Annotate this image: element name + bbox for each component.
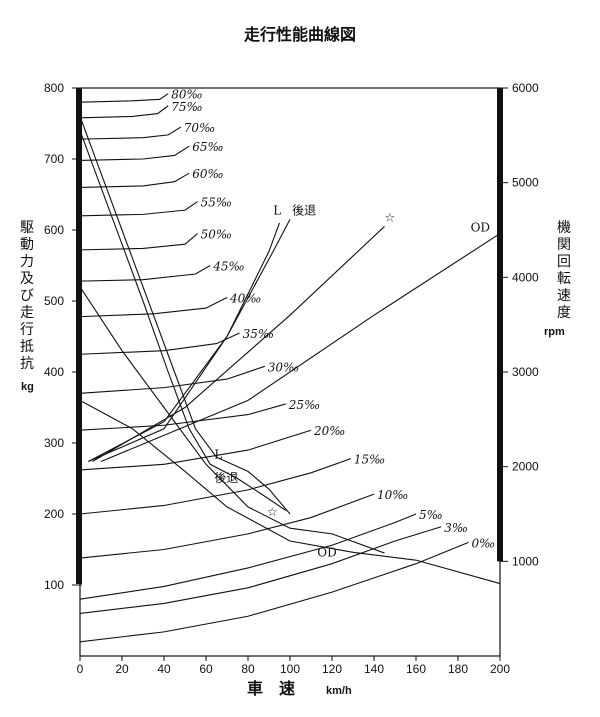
resistance-curve-label: 3‰ xyxy=(444,521,468,535)
y-right-tick-label: 4000 xyxy=(512,270,539,284)
left-axis-title: 駆動力及び走行抵抗 xyxy=(20,220,34,372)
left-axis-unit: kg xyxy=(21,381,34,393)
x-tick-label: 200 xyxy=(490,662,510,676)
tractive-effort-curve xyxy=(79,116,291,515)
tractive-effort-curve xyxy=(79,130,287,511)
engine-speed-line xyxy=(88,222,281,462)
engine-speed-line xyxy=(100,233,501,462)
resistance-curve-label: 35‰ xyxy=(243,327,274,341)
x-tick-label: 140 xyxy=(364,662,384,676)
resistance-curve xyxy=(79,201,198,217)
resistance-curve-label: 20‰ xyxy=(313,424,345,438)
y-left-tick-label: 200 xyxy=(44,507,64,521)
resistance-curve xyxy=(79,145,190,161)
x-axis-title: 車 速 xyxy=(247,679,295,698)
resistance-curve-label: 65‰ xyxy=(192,140,223,154)
resistance-curve-label: 10‰ xyxy=(377,488,408,502)
engine-speed-line xyxy=(92,226,385,462)
right-axis-label: 機関回転速度 rpm xyxy=(544,220,571,338)
resistance-curve xyxy=(79,332,240,355)
resistance-curve-label: 0‰ xyxy=(472,536,496,550)
resistance-curve-label: 60‰ xyxy=(192,167,223,181)
y-left-tick-label: 700 xyxy=(44,152,64,166)
x-tick-label: 0 xyxy=(77,662,84,676)
engine-line-label-star: ☆ xyxy=(385,210,396,224)
x-axis-unit: km/h xyxy=(326,685,352,697)
y-right-tick-label: 5000 xyxy=(512,176,539,190)
tractive-effort-curve xyxy=(79,399,501,585)
resistance-curve xyxy=(79,296,228,318)
right-axis-thick-bar xyxy=(497,88,503,562)
axes-group: 0 20 40 60 80 100 120 140 160 180 200 100 200 300 400 5… xyxy=(44,81,539,676)
resistance-curve xyxy=(79,458,352,515)
y-left-tick-label: 100 xyxy=(44,578,64,592)
tractive-label-reverse: 後退 xyxy=(214,471,238,485)
resistance-curve xyxy=(79,403,286,431)
resistance-curve xyxy=(79,526,442,614)
engine-line-label-l: L xyxy=(273,203,281,217)
resistance-curve-label: 30‰ xyxy=(268,360,299,374)
x-tick-label: 100 xyxy=(280,662,300,676)
engine-line-label-od: OD xyxy=(471,220,490,234)
tractive-label-star: ☆ xyxy=(267,505,278,519)
resistance-curve-label: 80‰ xyxy=(171,88,202,102)
x-tick-label: 180 xyxy=(448,662,468,676)
engine-speed-line xyxy=(88,219,291,462)
left-axis-label: 駆動力及び走行抵抗 kg xyxy=(20,220,34,393)
chart-title: 走行性能曲線図 xyxy=(243,25,356,44)
resistance-curve-label: 50‰ xyxy=(201,228,232,242)
resistance-curve xyxy=(79,93,169,103)
resistance-curve xyxy=(79,233,198,251)
resistance-curve xyxy=(79,513,417,600)
resistance-curve xyxy=(79,126,182,140)
resistance-curve xyxy=(79,493,375,559)
resistance-curve-label: 25‰ xyxy=(288,398,320,412)
resistance-curve xyxy=(79,105,169,119)
x-tick-label: 120 xyxy=(322,662,342,676)
resistance-curve-label: 15‰ xyxy=(354,453,385,467)
y-right-tick-label: 3000 xyxy=(512,365,539,379)
resistance-curve xyxy=(79,365,265,394)
engine-line-label-reverse: 後退 xyxy=(292,203,316,217)
left-axis-thick-bar xyxy=(76,88,82,584)
resistance-curve xyxy=(79,265,211,282)
right-axis-title: 機関回転速度 xyxy=(557,220,571,321)
resistance-curve-label: 75‰ xyxy=(171,100,202,114)
resistance-curve-label: 45‰ xyxy=(212,260,244,274)
y-left-tick-label: 400 xyxy=(44,365,64,379)
y-left-tick-label: 500 xyxy=(44,294,64,308)
x-tick-label: 60 xyxy=(199,662,213,676)
y-right-tick-label: 6000 xyxy=(512,81,539,95)
tractive-label-l: L xyxy=(214,448,222,462)
resistance-curve-label: 55‰ xyxy=(201,196,232,210)
x-tick-label: 40 xyxy=(157,662,171,676)
resistance-curve xyxy=(79,541,469,643)
y-right-tick-label: 2000 xyxy=(512,460,539,474)
resistance-curve-label: 5‰ xyxy=(419,508,443,522)
y-left-tick-label: 600 xyxy=(44,223,64,237)
y-right-tick-label: 1000 xyxy=(512,554,539,568)
curves-group: 0‰3‰5‰10‰15‰20‰25‰30‰35‰40‰45‰50‰55‰60‰6… xyxy=(79,88,501,643)
resistance-curve-label: 70‰ xyxy=(184,121,215,135)
resistance-curve xyxy=(79,172,190,188)
x-tick-label: 20 xyxy=(115,662,129,676)
y-left-tick-label: 800 xyxy=(44,81,64,95)
tractive-effort-curve xyxy=(79,286,385,554)
x-tick-label: 160 xyxy=(406,662,426,676)
tractive-label-od: OD xyxy=(317,546,336,560)
right-axis-unit: rpm xyxy=(544,326,565,338)
x-tick-label: 80 xyxy=(241,662,255,676)
y-left-tick-label: 300 xyxy=(44,436,64,450)
